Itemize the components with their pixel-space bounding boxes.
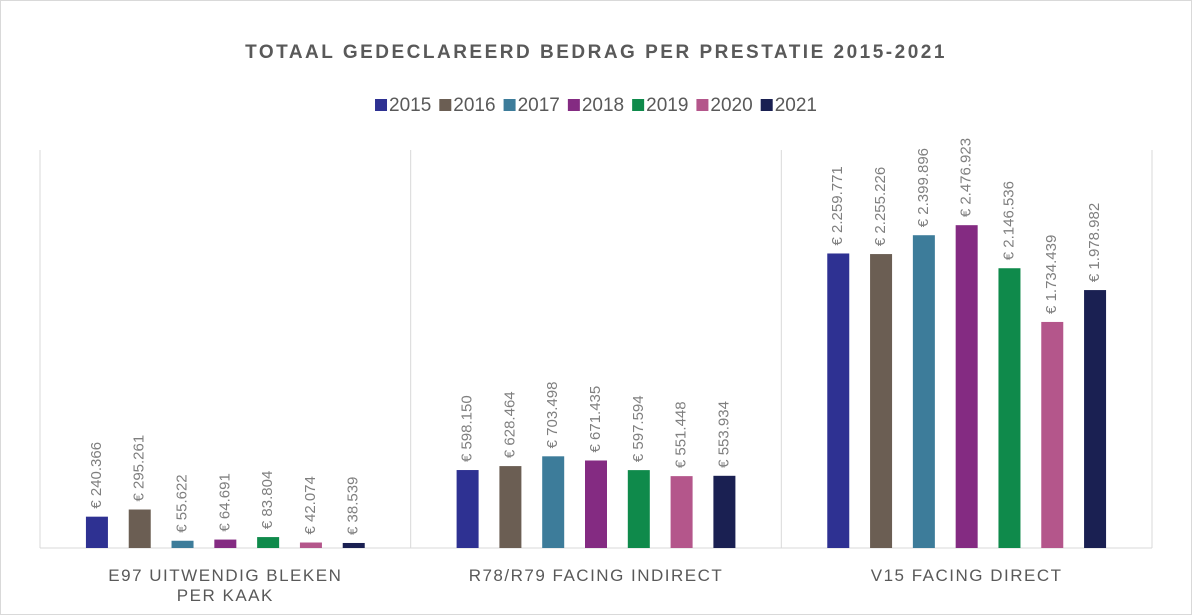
- chart-title: TOTAAL GEDECLAREERD BEDRAG PER PRESTATIE…: [245, 42, 947, 63]
- value-label: € 598.150: [459, 395, 476, 462]
- legend-swatch: [375, 99, 388, 111]
- value-label: € 295.261: [131, 435, 148, 502]
- value-label: € 1.978.982: [1086, 203, 1103, 282]
- legend-label: 2019: [646, 95, 688, 116]
- bar: [827, 253, 850, 549]
- bar: [713, 475, 736, 548]
- bar: [912, 235, 935, 548]
- legend-label: 2015: [389, 95, 431, 116]
- value-label: € 2.255.226: [872, 167, 889, 246]
- bar: [342, 542, 365, 548]
- value-label: € 703.498: [544, 382, 561, 449]
- value-label: € 83.804: [259, 471, 276, 529]
- bar: [299, 542, 322, 548]
- value-label: € 2.146.536: [1000, 181, 1017, 260]
- legend-swatch: [439, 99, 452, 111]
- bar: [1041, 321, 1064, 548]
- bar: [499, 466, 522, 548]
- legend-swatch: [696, 99, 709, 111]
- legend-swatch: [760, 99, 773, 111]
- legend-swatch: [503, 99, 516, 111]
- bar: [85, 516, 108, 548]
- bar: [870, 254, 893, 548]
- value-label: € 2.259.771: [829, 166, 846, 245]
- bar: [955, 225, 978, 548]
- value-label: € 38.539: [345, 477, 362, 535]
- value-label: € 671.435: [587, 386, 604, 453]
- legend-label: 2020: [710, 95, 752, 116]
- value-label: € 64.691: [216, 473, 233, 531]
- value-label: € 551.448: [673, 401, 690, 468]
- value-label: € 55.622: [174, 474, 191, 532]
- bar: [257, 537, 280, 548]
- value-label: € 2.399.896: [915, 148, 932, 227]
- bar: [456, 470, 479, 548]
- x-tick-label: V15 FACING DIRECT: [870, 566, 1063, 585]
- bar: [585, 460, 607, 548]
- bar: [214, 539, 237, 548]
- legend-label: 2017: [518, 95, 560, 116]
- x-tick-label: E97 UITWENDIG BLEKEN PER KAAK: [108, 566, 343, 605]
- bar: [998, 268, 1021, 548]
- bar: [128, 509, 151, 548]
- legend-swatch: [632, 99, 645, 111]
- value-label: € 1.734.439: [1043, 235, 1060, 314]
- value-label: € 42.074: [302, 476, 319, 534]
- bar: [1084, 290, 1107, 548]
- legend-swatch: [567, 99, 580, 111]
- value-label: € 553.934: [715, 401, 732, 468]
- value-label: € 240.366: [88, 442, 105, 509]
- bar: [542, 456, 565, 548]
- legend-label: 2021: [775, 95, 817, 116]
- bar: [627, 470, 650, 548]
- value-label: € 2.476.923: [958, 138, 975, 217]
- x-tick-label: R78/R79 FACING INDIRECT: [468, 566, 724, 585]
- value-label: € 628.464: [501, 391, 518, 458]
- bar: [670, 476, 693, 548]
- legend-label: 2016: [453, 95, 495, 116]
- value-label: € 597.594: [630, 395, 647, 462]
- legend-label: 2018: [582, 95, 624, 116]
- bar: [171, 540, 194, 548]
